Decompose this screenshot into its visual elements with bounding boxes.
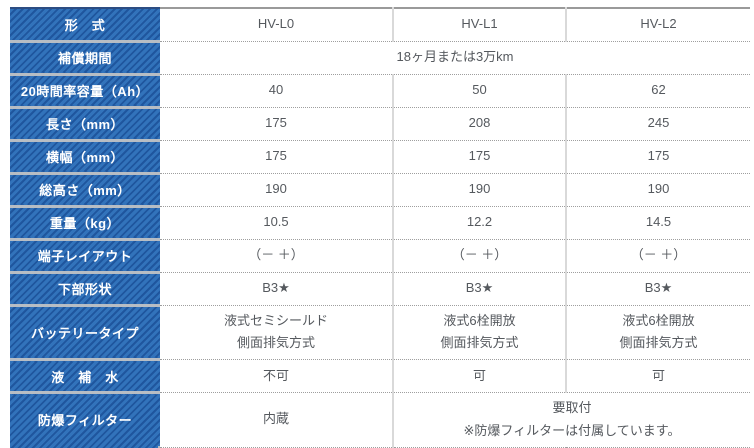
battery-type-cell: 液式セミシールド 側面排気方式 — [160, 305, 394, 360]
table-row-refill: 液 補 水 不可 可 可 — [10, 359, 750, 394]
row-header-model: 形 式 — [10, 7, 160, 43]
row-header-weight: 重量（kg） — [10, 206, 160, 241]
row-header-capacity: 20時間率容量（Ah） — [10, 74, 160, 109]
table-row-capacity: 20時間率容量（Ah） 40 50 62 — [10, 74, 750, 109]
weight-cell: 10.5 — [160, 206, 394, 240]
table-row-battery-type: バッテリータイプ 液式セミシールド 側面排気方式 液式6栓開放 側面排気方式 液… — [10, 305, 750, 361]
height-cell: 190 — [393, 173, 567, 207]
bottom-shape-cell: B3★ — [160, 272, 394, 306]
width-cell: 175 — [566, 140, 750, 174]
refill-cell: 可 — [566, 359, 750, 393]
width-cell: 175 — [393, 140, 567, 174]
model-cell-hv-l2: HV-L2 — [566, 7, 750, 42]
terminal-layout-cell: （－ ＋） — [393, 239, 567, 273]
height-cell: 190 — [160, 173, 394, 207]
capacity-cell: 50 — [393, 74, 567, 108]
weight-cell: 14.5 — [566, 206, 750, 240]
next-row-cutoff-strip — [10, 444, 158, 448]
filter-cell-hv-l0: 内蔵 — [160, 392, 394, 448]
height-cell: 190 — [566, 173, 750, 207]
terminal-layout-cell: （－ ＋） — [160, 239, 394, 273]
table-row-length: 長さ（mm） 175 208 245 — [10, 107, 750, 142]
capacity-cell: 40 — [160, 74, 394, 108]
refill-cell: 可 — [393, 359, 567, 393]
table-row-terminal-layout: 端子レイアウト （－ ＋） （－ ＋） （－ ＋） — [10, 239, 750, 274]
length-cell: 175 — [160, 107, 394, 141]
spec-table: 形 式 HV-L0 HV-L1 HV-L2 補償期間 18ヶ月または3万km 2… — [10, 7, 750, 448]
table-row-explosion-proof-filter: 防爆フィルター 内蔵 要取付 ※防爆フィルターは付属しています。 — [10, 392, 750, 448]
row-header-width: 横幅（mm） — [10, 140, 160, 175]
row-header-refill: 液 補 水 — [10, 359, 160, 394]
model-cell-hv-l1: HV-L1 — [393, 7, 567, 42]
bottom-shape-cell: B3★ — [393, 272, 567, 306]
warranty-span-cell: 18ヶ月または3万km — [160, 41, 750, 75]
table-row-width: 横幅（mm） 175 175 175 — [10, 140, 750, 175]
length-cell: 208 — [393, 107, 567, 141]
table-row-model: 形 式 HV-L0 HV-L1 HV-L2 — [10, 7, 750, 43]
model-cell-hv-l0: HV-L0 — [160, 7, 394, 42]
length-cell: 245 — [566, 107, 750, 141]
row-header-terminal-layout: 端子レイアウト — [10, 239, 160, 274]
terminal-layout-cell: （－ ＋） — [566, 239, 750, 273]
battery-type-cell: 液式6栓開放 側面排気方式 — [566, 305, 750, 360]
table-row-height: 総高さ（mm） 190 190 190 — [10, 173, 750, 208]
row-header-warranty: 補償期間 — [10, 41, 160, 76]
width-cell: 175 — [160, 140, 394, 174]
row-header-bottom-shape: 下部形状 — [10, 272, 160, 307]
table-row-warranty: 補償期間 18ヶ月または3万km — [10, 41, 750, 76]
table-row-bottom-shape: 下部形状 B3★ B3★ B3★ — [10, 272, 750, 307]
filter-span-cell: 要取付 ※防爆フィルターは付属しています。 — [393, 392, 750, 448]
row-header-height: 総高さ（mm） — [10, 173, 160, 208]
battery-type-cell: 液式6栓開放 側面排気方式 — [393, 305, 567, 360]
row-header-length: 長さ（mm） — [10, 107, 160, 142]
table-row-weight: 重量（kg） 10.5 12.2 14.5 — [10, 206, 750, 241]
row-header-battery-type: バッテリータイプ — [10, 305, 160, 361]
refill-cell: 不可 — [160, 359, 394, 393]
weight-cell: 12.2 — [393, 206, 567, 240]
capacity-cell: 62 — [566, 74, 750, 108]
bottom-shape-cell: B3★ — [566, 272, 750, 306]
row-header-explosion-proof-filter: 防爆フィルター — [10, 392, 160, 448]
